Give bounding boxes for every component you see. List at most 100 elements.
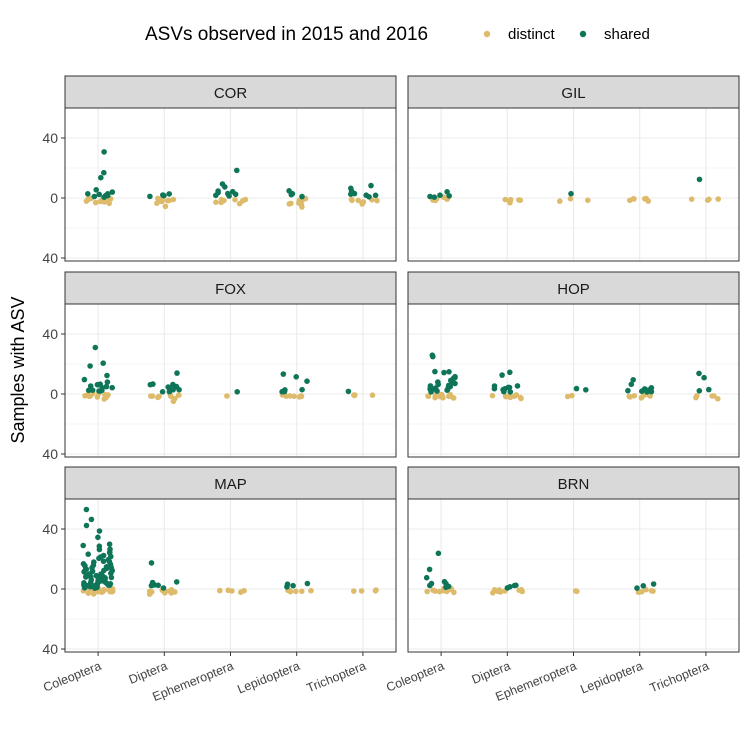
x-tick-label: Lepidoptera xyxy=(235,659,302,697)
point-shared xyxy=(96,543,103,549)
point-shared xyxy=(105,582,112,588)
point-shared xyxy=(155,582,161,589)
point-distinct xyxy=(688,196,695,202)
panel-map: MAP 40 0 40 xyxy=(42,466,397,657)
point-distinct xyxy=(648,588,655,594)
point-distinct xyxy=(287,393,293,399)
point-shared xyxy=(213,192,219,199)
point-shared xyxy=(87,574,94,580)
legend-key-distinct xyxy=(483,30,491,38)
point-shared xyxy=(104,379,111,385)
point-shared xyxy=(299,386,305,393)
point-shared xyxy=(499,372,505,378)
point-distinct xyxy=(106,200,112,207)
point-shared xyxy=(304,580,311,587)
point-shared xyxy=(229,188,236,195)
point-shared xyxy=(98,174,104,181)
panel-cor: COR 40 0 40 xyxy=(42,75,397,266)
y-tick-label: 40 xyxy=(42,641,58,657)
point-shared xyxy=(429,352,436,359)
legend: ASVs observed in 2015 and 2016 distinct … xyxy=(145,24,650,45)
panel-strip xyxy=(407,271,740,305)
point-distinct xyxy=(425,393,431,399)
point-distinct xyxy=(513,392,520,398)
point-shared xyxy=(92,344,99,351)
point-shared xyxy=(443,584,449,591)
point-distinct xyxy=(569,392,575,399)
point-distinct xyxy=(298,393,305,400)
point-shared xyxy=(96,388,102,394)
point-distinct xyxy=(715,396,721,402)
x-tick-label: Diptera xyxy=(127,659,170,687)
point-distinct xyxy=(97,198,104,205)
point-shared xyxy=(435,379,441,385)
point-shared xyxy=(351,190,358,197)
point-distinct xyxy=(168,393,174,400)
panel-strip-label: FOX xyxy=(215,281,246,298)
point-shared xyxy=(170,381,176,388)
point-shared xyxy=(91,559,97,565)
point-shared xyxy=(293,374,300,380)
point-shared xyxy=(89,565,95,571)
point-shared xyxy=(706,386,712,393)
point-distinct xyxy=(90,591,97,597)
point-shared xyxy=(701,374,707,381)
point-shared xyxy=(441,578,448,585)
point-shared xyxy=(444,387,450,394)
point-shared xyxy=(432,368,438,375)
point-shared xyxy=(108,574,115,581)
point-distinct xyxy=(87,393,94,399)
point-shared xyxy=(96,191,102,198)
point-shared xyxy=(441,369,447,376)
point-shared xyxy=(368,182,374,189)
point-distinct xyxy=(715,196,721,202)
y-tick-label: 40 xyxy=(42,250,58,266)
point-distinct xyxy=(218,199,224,206)
point-distinct xyxy=(424,588,431,595)
point-distinct xyxy=(643,586,649,593)
point-shared xyxy=(426,566,433,573)
point-distinct xyxy=(358,588,365,594)
legend-label-distinct: distinct xyxy=(508,26,556,43)
x-tick-label: Coleoptera xyxy=(41,659,103,695)
point-distinct xyxy=(446,393,452,400)
point-distinct xyxy=(349,197,355,204)
point-shared xyxy=(435,550,442,557)
point-shared xyxy=(160,585,167,591)
point-shared xyxy=(284,584,290,590)
point-distinct xyxy=(490,590,496,596)
point-distinct xyxy=(351,588,357,594)
point-shared xyxy=(491,383,498,389)
panel-strip xyxy=(64,466,397,500)
point-distinct xyxy=(631,196,637,202)
point-shared xyxy=(304,378,310,385)
point-shared xyxy=(215,188,221,194)
point-shared xyxy=(437,192,443,198)
point-shared xyxy=(427,193,433,200)
panel-strip-label: HOP xyxy=(557,281,590,298)
point-distinct xyxy=(709,393,715,399)
point-shared xyxy=(640,583,647,589)
point-shared xyxy=(83,522,90,529)
point-distinct xyxy=(631,393,638,399)
point-distinct xyxy=(166,588,173,594)
y-tick-label: 40 xyxy=(42,130,58,146)
point-distinct xyxy=(517,394,524,401)
point-distinct xyxy=(217,587,223,594)
panel-border xyxy=(64,107,397,262)
point-shared xyxy=(513,582,519,589)
point-distinct xyxy=(224,393,230,399)
panel-strip xyxy=(64,271,397,305)
point-shared xyxy=(628,381,635,388)
point-shared xyxy=(176,386,182,393)
y-axis-title: Samples with ASV xyxy=(8,296,28,443)
panel-brn: BRN xyxy=(407,466,740,653)
point-distinct xyxy=(83,198,90,204)
point-shared xyxy=(502,386,508,392)
point-shared xyxy=(104,372,110,379)
point-shared xyxy=(625,387,631,394)
legend-label-shared: shared xyxy=(604,26,650,43)
point-shared xyxy=(98,571,104,577)
point-distinct xyxy=(626,393,632,400)
